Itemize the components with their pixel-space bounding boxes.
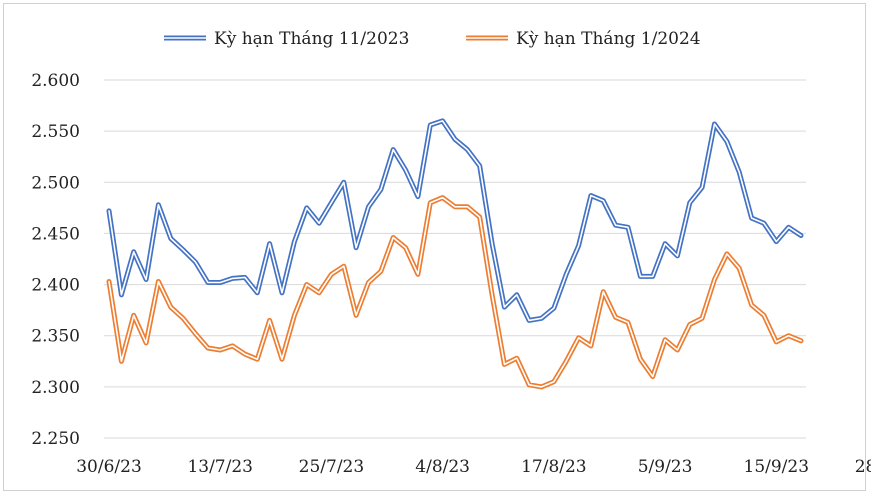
y-tick-label: 2.500	[31, 173, 80, 193]
x-tick-label: 13/7/23	[187, 457, 253, 477]
y-tick-label: 2.550	[31, 122, 80, 142]
series-line-1	[106, 118, 804, 323]
x-tick-label: 4/8/23	[415, 457, 470, 477]
y-tick-label: 2.300	[31, 378, 80, 398]
legend-item-series-1: Kỳ hạn Tháng 11/2023	[164, 29, 409, 49]
x-tick-label: 25/7/23	[299, 457, 365, 477]
chart-frame	[3, 3, 866, 491]
legend-label-series-1: Kỳ hạn Tháng 11/2023	[214, 29, 409, 49]
y-tick-label: 2.450	[31, 224, 80, 244]
x-tick-label: 17/8/23	[521, 457, 587, 477]
x-tick-label: 30/6/23	[76, 457, 142, 477]
gridlines	[104, 79, 806, 439]
y-axis-ticks: 2.250 2.300 2.350 2.400 2.450 2.500 2.550 2.600	[31, 71, 80, 449]
y-tick-label: 2.400	[31, 276, 80, 296]
legend: Kỳ hạn Tháng 11/2023 Kỳ hạn Tháng 1/2024	[164, 29, 701, 49]
series-line-core-2	[108, 196, 802, 388]
y-tick-label: 2.350	[31, 327, 80, 347]
x-tick-label: 15/9/23	[744, 457, 810, 477]
x-axis-ticks: 30/6/23 13/7/23 25/7/23 4/8/23 17/8/23 5/9/23…	[76, 457, 871, 477]
x-tick-label: 5/9/23	[638, 457, 693, 477]
legend-label-series-2: Kỳ hạn Tháng 1/2024	[516, 29, 701, 49]
legend-item-series-2: Kỳ hạn Tháng 1/2024	[466, 29, 701, 49]
series-line-2	[106, 195, 804, 390]
series-line-core-1	[108, 120, 802, 322]
y-tick-label: 2.600	[31, 71, 80, 91]
x-tick-label: 28/9/23	[855, 457, 871, 477]
series-layer	[106, 118, 804, 390]
y-tick-label: 2.250	[31, 429, 80, 449]
